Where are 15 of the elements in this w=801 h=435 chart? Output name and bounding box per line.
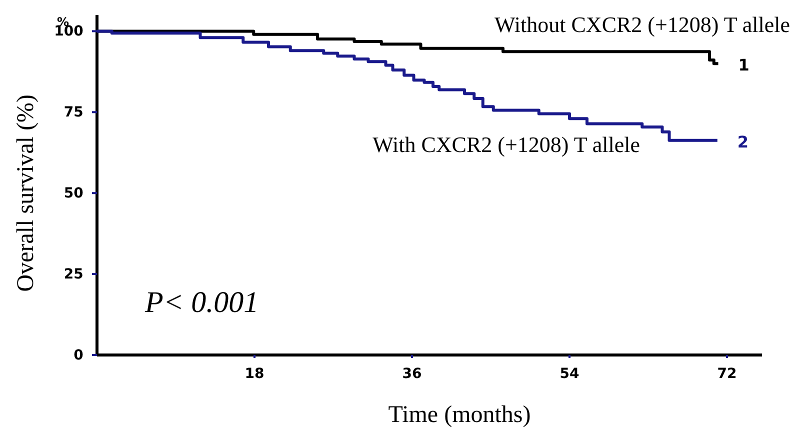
series-label: 1	[738, 56, 750, 75]
annotation: With CXCR2 (+1208) T allele	[372, 132, 640, 157]
x-tick-label: 54	[560, 366, 580, 382]
y-axis-title: Overall survival (%)	[13, 94, 39, 292]
series-label: 2	[737, 132, 749, 152]
annotation: P< 0.001	[144, 286, 259, 319]
x-tick-label: 72	[717, 366, 737, 382]
x-tick-label: 18	[244, 366, 264, 382]
y-tick-label: 25	[64, 266, 84, 283]
x-axis-title: Time (months)	[388, 402, 531, 428]
y-tick-label: 50	[64, 186, 84, 202]
x-tick-label: 36	[402, 366, 422, 382]
annotation: Without CXCR2 (+1208) T allele	[494, 12, 790, 37]
y-tick-label: 0	[74, 347, 84, 364]
y-tick-label: 75	[64, 104, 84, 121]
